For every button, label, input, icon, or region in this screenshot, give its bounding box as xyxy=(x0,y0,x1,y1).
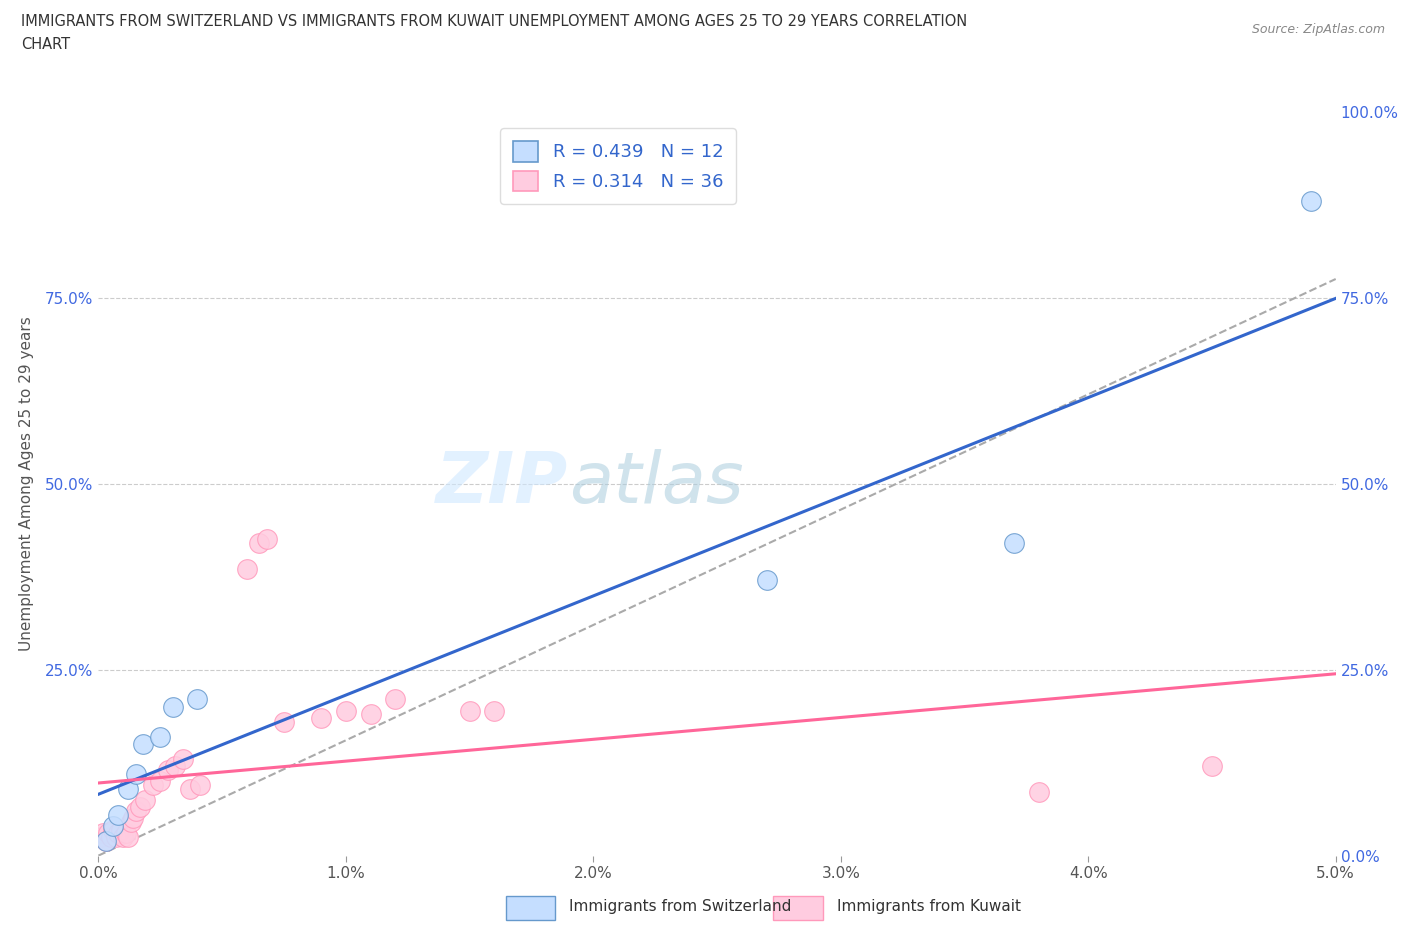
Text: ZIP: ZIP xyxy=(436,449,568,518)
Text: atlas: atlas xyxy=(568,449,744,518)
Point xyxy=(129,800,152,815)
Point xyxy=(117,830,139,844)
Point xyxy=(97,826,120,841)
Point xyxy=(134,792,156,807)
Point xyxy=(107,826,129,841)
Point xyxy=(142,777,165,792)
Point xyxy=(335,703,357,718)
Text: CHART: CHART xyxy=(21,37,70,52)
Point xyxy=(188,777,211,792)
Point xyxy=(122,811,145,826)
Point xyxy=(103,818,125,833)
Point xyxy=(132,737,155,751)
Point xyxy=(112,830,135,844)
Point xyxy=(755,573,778,588)
Point xyxy=(124,804,146,818)
Point xyxy=(94,833,117,848)
Point xyxy=(149,774,172,789)
Point xyxy=(1201,759,1223,774)
Text: IMMIGRANTS FROM SWITZERLAND VS IMMIGRANTS FROM KUWAIT UNEMPLOYMENT AMONG AGES 25: IMMIGRANTS FROM SWITZERLAND VS IMMIGRANT… xyxy=(21,14,967,29)
Point xyxy=(165,759,187,774)
Point xyxy=(100,830,122,844)
Point xyxy=(256,532,278,547)
Point xyxy=(458,703,481,718)
FancyBboxPatch shape xyxy=(773,896,823,920)
Point xyxy=(309,711,332,725)
Point xyxy=(1299,193,1322,208)
Point xyxy=(156,763,179,777)
Point xyxy=(114,826,136,841)
Point xyxy=(236,562,259,577)
Point xyxy=(179,781,201,796)
Text: Immigrants from Switzerland: Immigrants from Switzerland xyxy=(569,899,792,914)
Point xyxy=(94,833,117,848)
Point xyxy=(117,781,139,796)
Point xyxy=(247,536,270,551)
Point xyxy=(186,692,208,707)
Point xyxy=(93,826,115,841)
Point xyxy=(384,692,406,707)
Point xyxy=(124,766,146,781)
Legend: R = 0.439   N = 12, R = 0.314   N = 36: R = 0.439 N = 12, R = 0.314 N = 36 xyxy=(501,128,735,204)
Point xyxy=(110,822,132,837)
FancyBboxPatch shape xyxy=(506,896,555,920)
Point xyxy=(149,729,172,744)
Point xyxy=(120,815,142,830)
Point xyxy=(1002,536,1025,551)
Point xyxy=(484,703,506,718)
Point xyxy=(360,707,382,722)
Point xyxy=(104,830,127,844)
Text: Source: ZipAtlas.com: Source: ZipAtlas.com xyxy=(1251,23,1385,36)
Point xyxy=(1028,785,1050,800)
Y-axis label: Unemployment Among Ages 25 to 29 years: Unemployment Among Ages 25 to 29 years xyxy=(20,316,34,651)
Point xyxy=(103,822,125,837)
Point xyxy=(172,751,194,766)
Text: Immigrants from Kuwait: Immigrants from Kuwait xyxy=(837,899,1021,914)
Point xyxy=(107,807,129,822)
Point xyxy=(273,714,295,729)
Point xyxy=(90,830,112,844)
Point xyxy=(162,699,184,714)
